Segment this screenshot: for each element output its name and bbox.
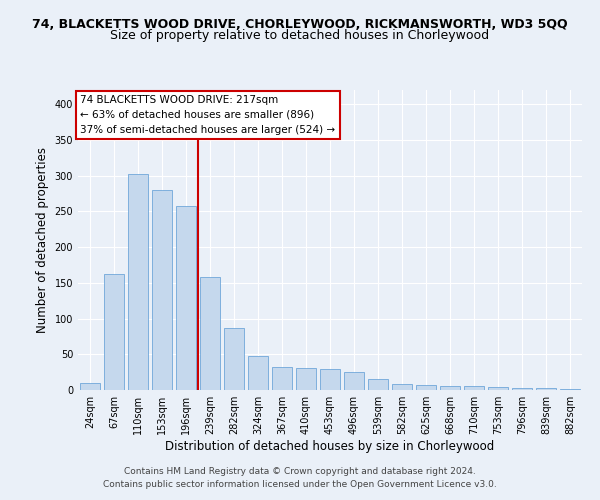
Bar xyxy=(512,388,532,390)
Y-axis label: Number of detached properties: Number of detached properties xyxy=(36,147,49,333)
Bar xyxy=(392,384,412,390)
Bar xyxy=(176,206,196,390)
Bar xyxy=(440,386,460,390)
Bar xyxy=(368,380,388,390)
Bar xyxy=(200,277,220,390)
Bar xyxy=(344,372,364,390)
X-axis label: Distribution of detached houses by size in Chorleywood: Distribution of detached houses by size … xyxy=(166,440,494,453)
Bar xyxy=(152,190,172,390)
Text: Contains HM Land Registry data © Crown copyright and database right 2024.
Contai: Contains HM Land Registry data © Crown c… xyxy=(103,468,497,489)
Bar xyxy=(416,385,436,390)
Bar xyxy=(248,356,268,390)
Bar xyxy=(272,367,292,390)
Bar xyxy=(536,388,556,390)
Bar xyxy=(104,274,124,390)
Bar xyxy=(560,388,580,390)
Bar xyxy=(488,387,508,390)
Text: Size of property relative to detached houses in Chorleywood: Size of property relative to detached ho… xyxy=(110,29,490,42)
Bar xyxy=(296,368,316,390)
Bar xyxy=(320,370,340,390)
Text: 74, BLACKETTS WOOD DRIVE, CHORLEYWOOD, RICKMANSWORTH, WD3 5QQ: 74, BLACKETTS WOOD DRIVE, CHORLEYWOOD, R… xyxy=(32,18,568,30)
Bar xyxy=(128,174,148,390)
Bar xyxy=(80,383,100,390)
Text: 74 BLACKETTS WOOD DRIVE: 217sqm
← 63% of detached houses are smaller (896)
37% o: 74 BLACKETTS WOOD DRIVE: 217sqm ← 63% of… xyxy=(80,95,335,134)
Bar xyxy=(464,386,484,390)
Bar xyxy=(224,328,244,390)
